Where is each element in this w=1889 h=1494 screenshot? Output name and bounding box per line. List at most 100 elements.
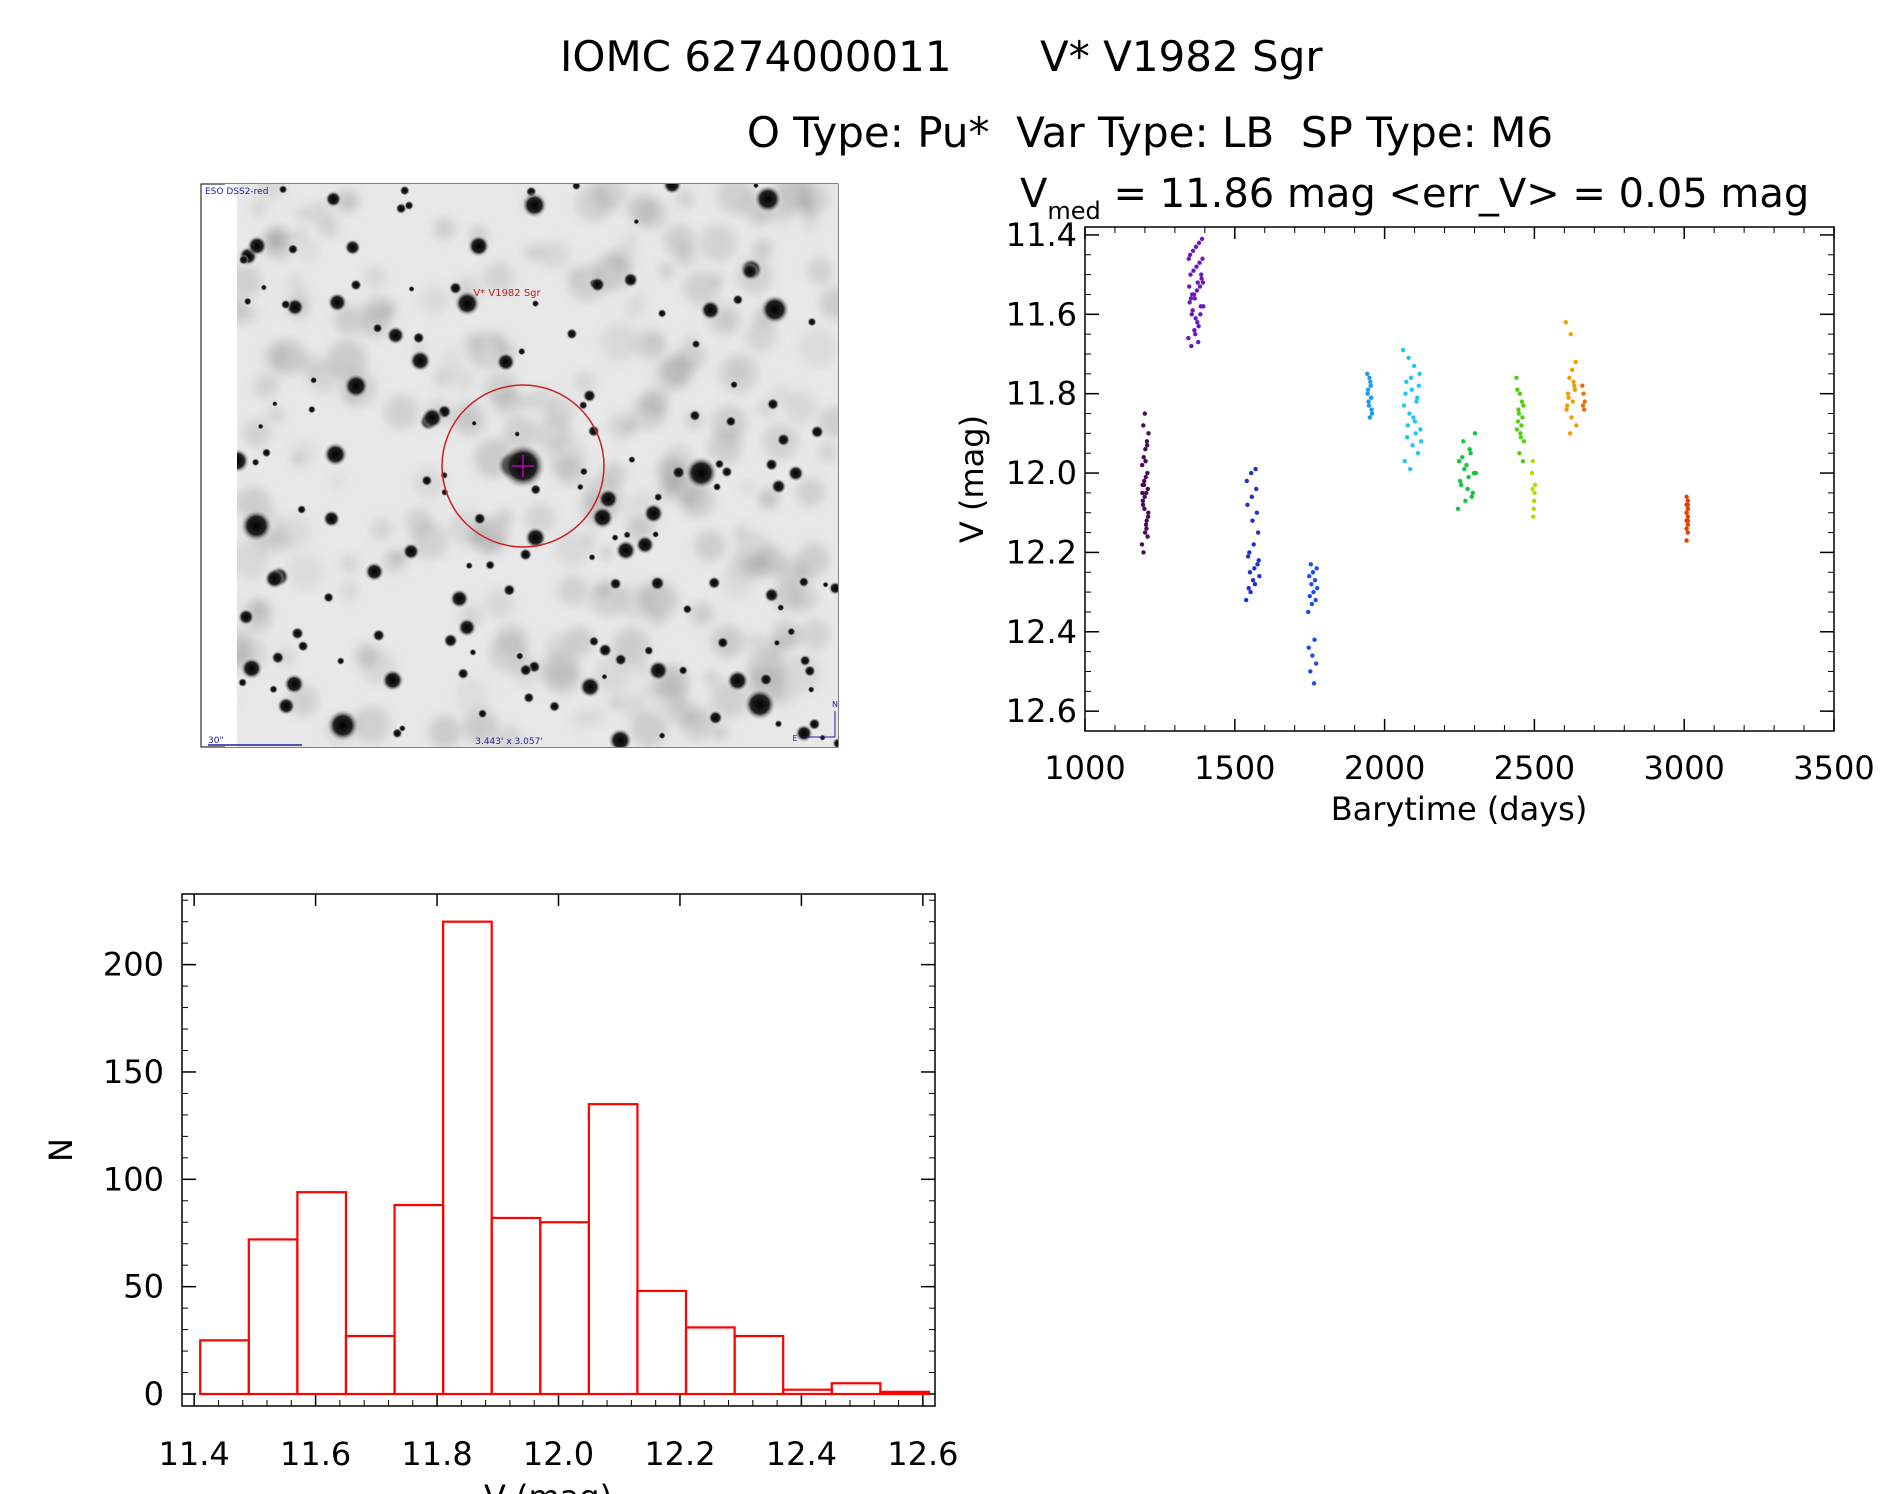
haze-blob: [679, 483, 715, 518]
haze-blob: [354, 643, 379, 667]
haze-blob: [497, 726, 522, 747]
lc-y-tick-label: 11.6: [1006, 295, 1077, 333]
star: [707, 709, 724, 726]
haze-blob: [796, 478, 825, 507]
haze-blob: [642, 331, 667, 356]
lc-point: [1186, 335, 1191, 341]
lc-point: [1569, 367, 1575, 373]
lc-point: [1195, 280, 1200, 285]
lc-point: [1517, 451, 1522, 456]
star: [623, 530, 632, 539]
haze-blob: [694, 530, 726, 562]
lc-point: [1189, 343, 1194, 349]
star: [251, 458, 260, 467]
haze-blob: [554, 530, 592, 568]
lc-point: [1366, 399, 1371, 404]
hist-y-tick-label: 0: [144, 1375, 164, 1413]
haze-blob: [575, 184, 613, 222]
haze-blob: [772, 580, 803, 612]
star: [647, 659, 670, 682]
lc-point: [1566, 395, 1571, 400]
star: [296, 504, 307, 515]
star: [456, 667, 470, 680]
lc-point: [1582, 399, 1587, 404]
haze-blob: [607, 413, 636, 441]
lc-point: [1256, 558, 1261, 563]
star: [776, 603, 785, 612]
haze-blob: [483, 262, 515, 293]
star: [807, 317, 817, 327]
hist-bar: [733, 1334, 785, 1396]
lc-point: [1518, 435, 1524, 440]
hist-bar: [344, 1334, 396, 1396]
haze-blob: [339, 554, 359, 574]
lc-point: [1187, 252, 1193, 257]
haze-blob: [428, 715, 462, 747]
haze-blob: [797, 542, 830, 576]
star: [403, 200, 415, 211]
lc-title-v: V: [1020, 171, 1048, 217]
star: [524, 526, 548, 550]
lc-point: [1404, 435, 1410, 440]
lc-point: [1306, 645, 1311, 650]
lc-point: [1685, 498, 1691, 504]
lc-point: [1517, 391, 1523, 396]
lc-y-tick-label: 11.8: [1006, 375, 1077, 413]
star: [732, 293, 744, 306]
header-object-name: V* V1982 Sgr: [1040, 32, 1323, 81]
lc-point: [1565, 391, 1571, 396]
star: [453, 289, 481, 317]
hist-x-tick-label: 11.6: [280, 1435, 351, 1473]
lc-point: [1465, 486, 1470, 492]
lc-point: [1369, 407, 1374, 412]
lc-point: [1141, 550, 1146, 555]
lc-point: [1254, 486, 1259, 492]
lc-point: [1457, 478, 1463, 484]
header-types: O Type: Pu* Var Type: LB SP Type: M6: [747, 108, 1553, 157]
lc-point: [1466, 474, 1471, 480]
lc-point: [1307, 574, 1312, 579]
star: [741, 262, 759, 281]
lc-point: [1520, 458, 1526, 464]
star: [662, 184, 683, 195]
lc-point: [1369, 411, 1375, 416]
star: [439, 471, 449, 480]
haze-blob: [752, 238, 774, 260]
star: [457, 617, 477, 638]
lc-point: [1469, 494, 1474, 500]
haze-blob: [307, 361, 339, 394]
lc-point: [1468, 451, 1473, 456]
lc-point: [1573, 359, 1578, 365]
lc-point: [1144, 490, 1149, 496]
haze-blob: [633, 661, 651, 679]
haze-blob: [290, 440, 317, 467]
lc-point: [1366, 403, 1372, 408]
lc-point: [1415, 451, 1421, 456]
lc-point: [1190, 292, 1195, 297]
star: [364, 561, 385, 582]
lc-point: [1402, 458, 1407, 464]
lc-point: [1470, 490, 1476, 496]
lc-point: [1460, 454, 1465, 460]
star: [399, 185, 411, 197]
hist-y-tick-label: 100: [103, 1160, 164, 1198]
star: [810, 424, 825, 439]
star: [471, 420, 478, 427]
lc-x-tick-label: 2500: [1494, 749, 1575, 787]
star: [412, 331, 426, 345]
lc-point: [1145, 470, 1150, 476]
hist-y-axis-label: N: [42, 1138, 80, 1162]
haze-blob: [243, 419, 272, 448]
lc-point: [1245, 554, 1251, 559]
hist-bars: [199, 920, 931, 1396]
lc-point: [1188, 272, 1193, 277]
haze-blob: [806, 257, 834, 284]
lc-point: [1472, 431, 1478, 436]
star: [349, 278, 363, 292]
star: [495, 351, 516, 373]
lc-point: [1139, 462, 1145, 468]
star: [582, 388, 597, 403]
hist-bar: [684, 1326, 736, 1396]
star: [691, 339, 701, 349]
star: [822, 581, 829, 588]
